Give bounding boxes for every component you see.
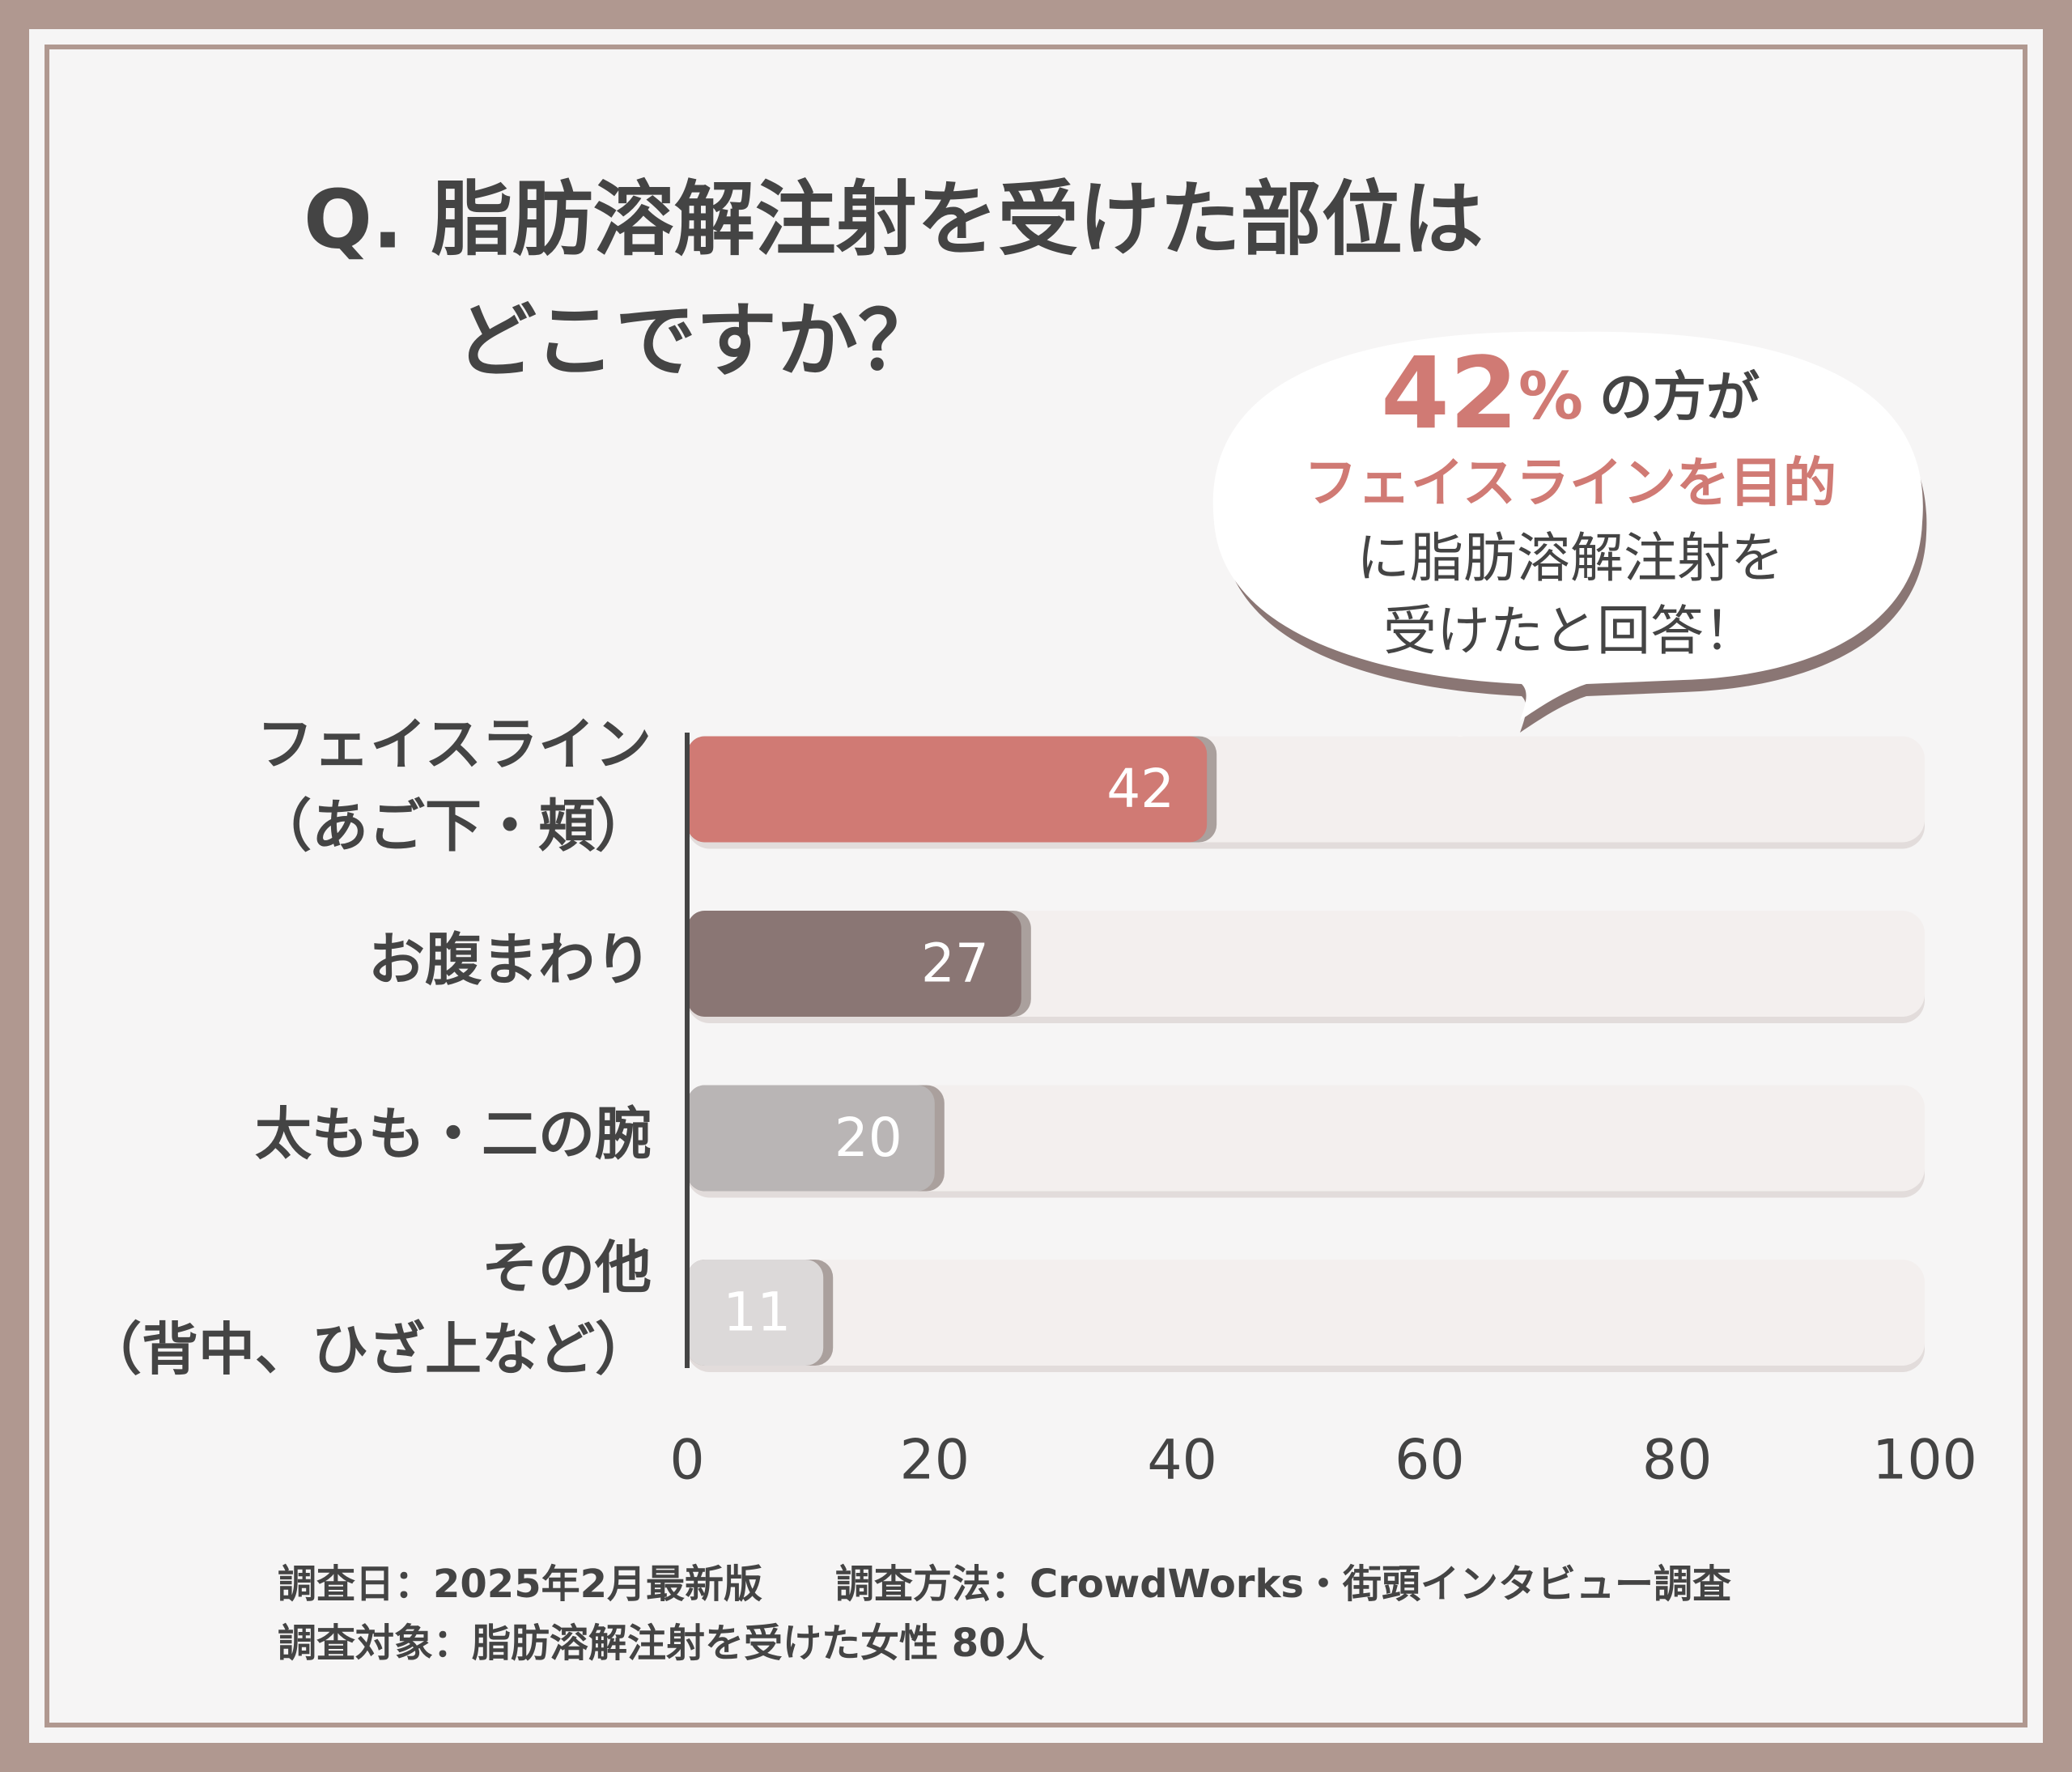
footer-note: 調査日：2025年2月最新版 <box>278 1562 762 1607</box>
callout-text: フェイスラインを目的 <box>1304 452 1836 514</box>
y-tick-label: お腹まわり <box>368 927 652 993</box>
x-tick-label: 20 <box>900 1429 970 1493</box>
callout-sign: % <box>1518 359 1583 434</box>
value-label: 20 <box>834 1107 902 1169</box>
chart-title: どこですか？ <box>456 293 939 388</box>
footer-note: 調査方法：CrowdWorks・街頭インタビュー調査 <box>835 1562 1731 1607</box>
callout-line: 42% の方が <box>1381 336 1760 451</box>
value-label: 11 <box>723 1281 791 1344</box>
callout-text: の方が <box>1599 366 1760 428</box>
y-tick-label: （あご下・頬） <box>255 793 652 860</box>
callout-bubble <box>1212 331 1923 720</box>
panel <box>29 29 2043 1743</box>
bar <box>687 1085 935 1192</box>
y-tick-label: フェイスライン <box>257 712 652 778</box>
callout: 42% の方が フェイスラインを目的 に脂肪溶解注射を 受けたと回答！ <box>1212 331 1927 793</box>
y-tick-label: 太もも・二の腕 <box>255 1101 652 1167</box>
x-tick-label: 40 <box>1147 1429 1217 1493</box>
bar <box>687 911 1021 1017</box>
bar-track <box>687 1260 1925 1366</box>
bar <box>687 736 1208 843</box>
x-tick-label: 80 <box>1642 1429 1713 1493</box>
bar <box>687 1260 824 1366</box>
x-tick-label: 60 <box>1395 1429 1465 1493</box>
x-tick-label: 100 <box>1872 1429 1977 1493</box>
callout-text: に脂肪溶解注射を <box>1357 527 1784 589</box>
x-tick-label: 0 <box>669 1429 704 1493</box>
y-tick-label: （背中、ひざ上など） <box>85 1316 652 1383</box>
bar-track <box>687 1085 1925 1192</box>
value-label: 42 <box>1106 758 1174 820</box>
value-label: 27 <box>921 933 989 995</box>
footer-note: 調査対象：脂肪溶解注射を受けた女性 80人 <box>278 1621 1045 1666</box>
y-tick-label: その他 <box>482 1234 652 1301</box>
inner-frame <box>45 45 2027 1727</box>
callout-number: 42 <box>1381 336 1518 451</box>
callout-text: 受けたと回答！ <box>1383 600 1757 662</box>
chart-title: Q. 脂肪溶解注射を受けた部位は <box>304 172 1484 266</box>
